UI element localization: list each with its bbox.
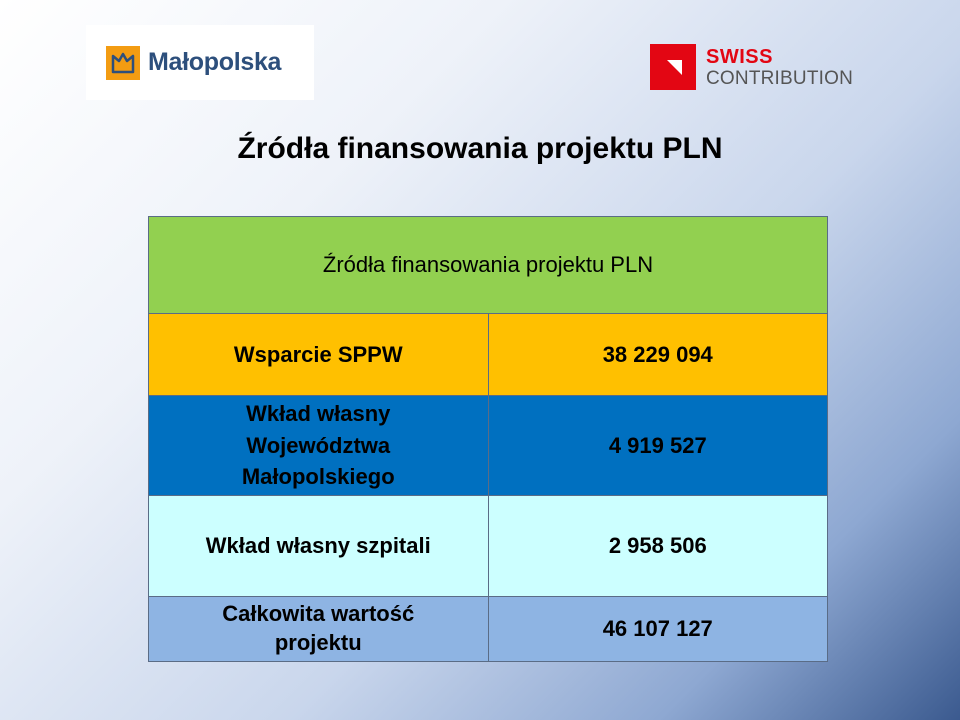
row-label: Wkład własny Województwa Małopolskiego: [148, 395, 489, 496]
row-label-text: Wkład własny Województwa Małopolskiego: [241, 400, 395, 490]
table-row: Wkład własny szpitali 2 958 506: [148, 495, 828, 597]
row-label: Wkład własny szpitali: [148, 495, 489, 597]
swiss-flag-icon: [650, 44, 696, 90]
swiss-logo-line2: CONTRIBUTION: [706, 67, 854, 89]
row-value-text: 4 919 527: [608, 432, 707, 458]
row-value-text: 38 229 094: [602, 341, 713, 367]
swiss-contribution-logo: SWISS CONTRIBUTION: [650, 44, 853, 90]
malopolska-emblem-icon: [106, 45, 140, 80]
row-label: Całkowita wartość projektu: [148, 596, 489, 662]
table-header-text: Źródła finansowania projektu PLN: [322, 252, 654, 278]
malopolska-logo: Małopolska: [86, 25, 314, 100]
table-row: Całkowita wartość projektu 46 107 127: [148, 596, 828, 662]
row-label-text: Całkowita wartość projektu: [222, 601, 415, 655]
row-value-text: 2 958 506: [608, 533, 707, 559]
row-value: 46 107 127: [487, 596, 828, 662]
financing-table: Źródła finansowania projektu PLN Wsparci…: [148, 216, 828, 662]
row-label-text: Wkład własny szpitali: [205, 533, 431, 559]
malopolska-logo-text: Małopolska: [148, 48, 282, 76]
swiss-logo-line1: SWISS: [706, 45, 773, 68]
row-value-text: 46 107 127: [602, 615, 713, 641]
table-row: Wkład własny Województwa Małopolskiego 4…: [148, 395, 828, 496]
page-title: Źródła finansowania projektu PLN: [237, 132, 723, 165]
table-row: Wsparcie SPPW 38 229 094: [148, 313, 828, 396]
table-header: Źródła finansowania projektu PLN: [148, 216, 828, 314]
row-value: 2 958 506: [487, 495, 828, 597]
row-label: Wsparcie SPPW: [148, 313, 489, 396]
row-value: 4 919 527: [487, 395, 828, 496]
row-value: 38 229 094: [487, 313, 828, 396]
row-label-text: Wsparcie SPPW: [233, 341, 403, 367]
